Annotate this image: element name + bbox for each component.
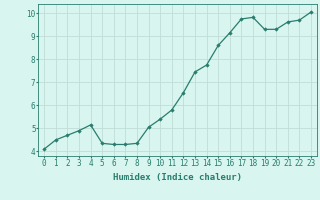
X-axis label: Humidex (Indice chaleur): Humidex (Indice chaleur) — [113, 173, 242, 182]
